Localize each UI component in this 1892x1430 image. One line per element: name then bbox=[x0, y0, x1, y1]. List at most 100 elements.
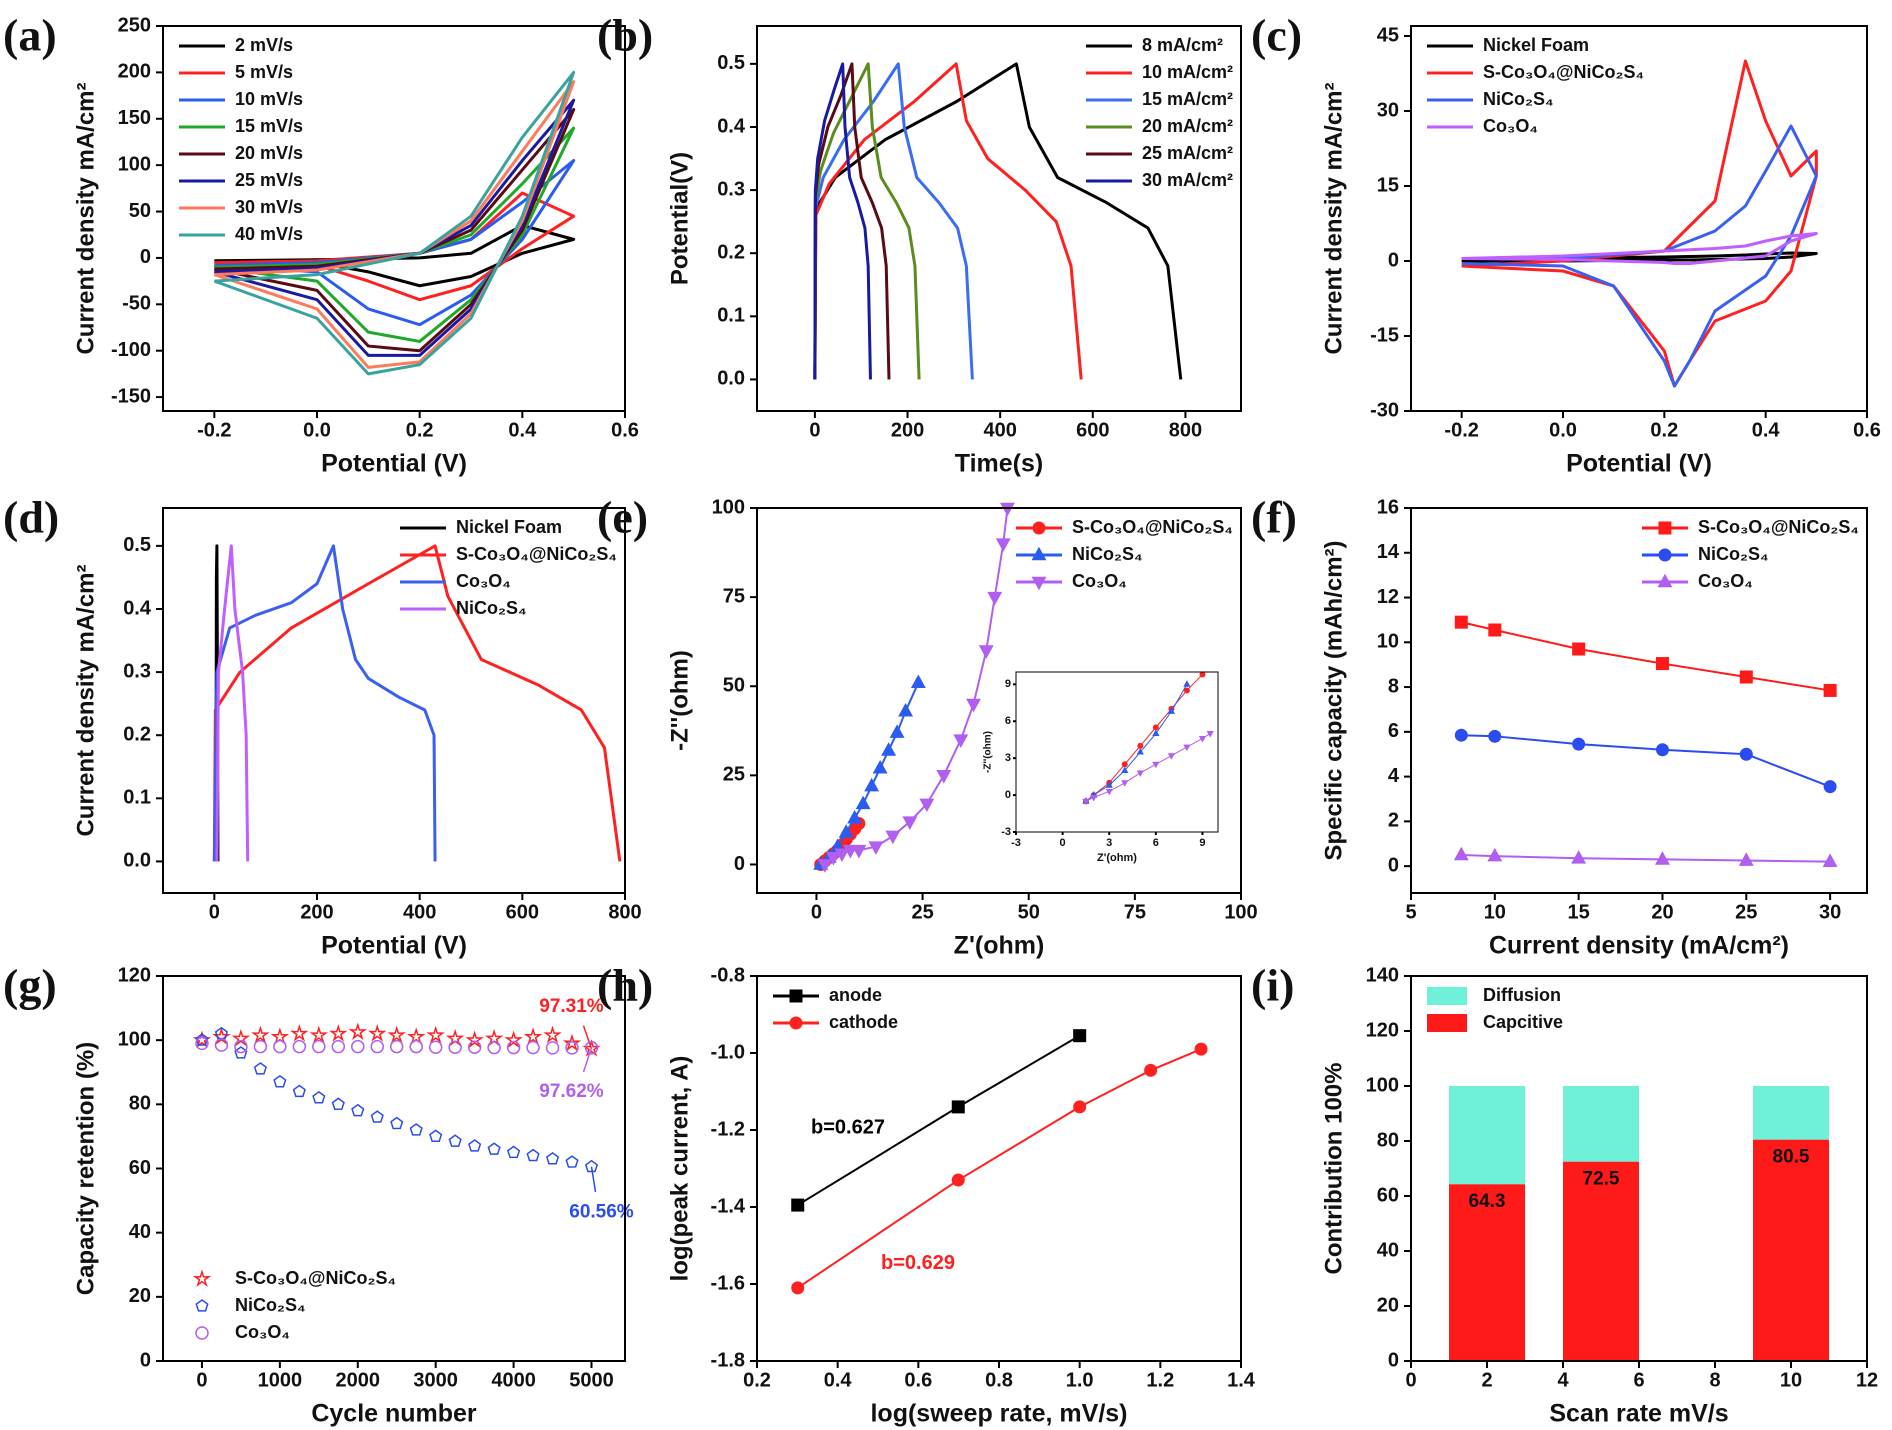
marker bbox=[902, 816, 918, 830]
y-tick-label: 75 bbox=[723, 585, 745, 607]
legend: Nickel Foam S-Co₃O₄@NiCo₂S₄ Co₃O₄ NiCo₂S₄ bbox=[399, 517, 617, 618]
y-tick-label: 15 bbox=[1377, 174, 1399, 196]
legend-label: Co₃O₄ bbox=[456, 571, 511, 591]
x-tick-label: 0.8 bbox=[985, 1369, 1013, 1391]
legend-label: Co₃O₄ bbox=[1072, 571, 1127, 591]
marker bbox=[1152, 724, 1159, 731]
legend-label: Co₃O₄ bbox=[1698, 571, 1753, 591]
marker bbox=[1082, 798, 1090, 806]
x-tick-label: 20 bbox=[1651, 901, 1673, 923]
legend-label: Co₃O₄ bbox=[235, 1322, 290, 1342]
bar-segment bbox=[1563, 1086, 1639, 1162]
legend: 2 mV/s 5 mV/s 10 mV/s 15 mV/s 20 mV/s 25 mV/s… bbox=[179, 35, 303, 244]
y-tick-label: -50 bbox=[122, 293, 151, 315]
legend-label: 15 mV/s bbox=[235, 116, 303, 136]
marker bbox=[864, 777, 880, 792]
marker bbox=[1739, 670, 1753, 684]
x-axis-label: Potential (V) bbox=[321, 932, 467, 960]
marker bbox=[1194, 1042, 1208, 1056]
x-tick-label: 1.2 bbox=[1146, 1369, 1174, 1391]
y-axis-label: Capacity retention (%) bbox=[72, 1042, 99, 1295]
marker bbox=[329, 1024, 348, 1042]
marker bbox=[1152, 761, 1160, 769]
x-tick-label: 200 bbox=[300, 901, 333, 923]
legend-label: anode bbox=[829, 985, 882, 1005]
series-line bbox=[813, 62, 921, 380]
y-tick-label: 40 bbox=[1377, 1239, 1399, 1261]
marker bbox=[504, 1030, 523, 1049]
series-line bbox=[1461, 59, 1818, 388]
marker bbox=[387, 1025, 406, 1044]
x-tick-label: 0.6 bbox=[1853, 419, 1881, 441]
x-tick-label: 200 bbox=[891, 419, 924, 441]
panel-label: (i) bbox=[1251, 960, 1294, 1011]
marker bbox=[195, 1326, 209, 1340]
x-tick-label: 400 bbox=[983, 419, 1016, 441]
x-tick-label: 0 bbox=[811, 901, 822, 923]
y-tick-label: 0.5 bbox=[123, 534, 151, 556]
y-tick-label: 80 bbox=[1377, 1129, 1399, 1151]
marker bbox=[966, 698, 981, 713]
legend: anode cathode bbox=[773, 985, 898, 1032]
marker bbox=[409, 1039, 423, 1054]
data bbox=[213, 70, 576, 376]
y-tick-label: 0 bbox=[1388, 1349, 1399, 1371]
marker bbox=[195, 1033, 209, 1046]
marker bbox=[1655, 851, 1670, 865]
x-tick-label: 100 bbox=[1224, 901, 1257, 923]
marker bbox=[1090, 795, 1098, 802]
x-tick-label: 0.2 bbox=[406, 419, 434, 441]
axes-frame bbox=[162, 25, 626, 412]
data-label: 64.3 bbox=[1469, 1191, 1506, 1212]
marker bbox=[506, 1040, 521, 1055]
marker bbox=[545, 1151, 560, 1165]
marker bbox=[825, 852, 841, 866]
x-tick-label: 15 bbox=[1568, 901, 1590, 923]
x-tick-label: 2000 bbox=[336, 1369, 381, 1391]
legend-label: 10 mV/s bbox=[235, 89, 303, 109]
y-tick-label: 0.4 bbox=[717, 115, 746, 137]
series-line bbox=[215, 544, 250, 862]
data: 64.3 72.5 80.5 bbox=[1449, 1086, 1829, 1361]
x-axis-label: Time(s) bbox=[955, 450, 1043, 478]
marker bbox=[1121, 780, 1129, 787]
y-tick-label: 0.0 bbox=[123, 850, 151, 872]
axes-frame bbox=[162, 507, 626, 894]
x-tick-label: 75 bbox=[1124, 901, 1146, 923]
annotation-arrow bbox=[590, 1166, 597, 1193]
legend-label: S-Co₃O₄@NiCo₂S₄ bbox=[1072, 517, 1233, 537]
panel-label: (e) bbox=[597, 492, 648, 543]
bar-segment bbox=[1449, 1086, 1525, 1185]
x-tick-label: 0.4 bbox=[1752, 419, 1781, 441]
marker bbox=[290, 1024, 309, 1042]
x-tick-label: -3 bbox=[1011, 837, 1021, 849]
y-tick-label: 20 bbox=[1377, 1294, 1399, 1316]
marker bbox=[1183, 680, 1191, 687]
value-label: 60.56% bbox=[569, 1202, 634, 1223]
marker bbox=[987, 591, 1003, 606]
marker bbox=[428, 1040, 443, 1054]
y-tick-label: 0.5 bbox=[717, 52, 745, 74]
x-axis-label: Cycle number bbox=[311, 1400, 477, 1428]
y-axis-label: Specific capacity (mAh/cm²) bbox=[1320, 540, 1347, 860]
marker bbox=[936, 770, 952, 784]
marker bbox=[817, 859, 833, 873]
data-label: 80.5 bbox=[1773, 1147, 1810, 1168]
panel: -0.2 0.0 0.2 0.4 0.6 -150 -100 -50 0 50 100 150 200 2… bbox=[3, 10, 639, 478]
panel: 0 1000 2000 3000 4000 5000 0 20 40 60 80 100 120 Cycl… bbox=[3, 960, 634, 1428]
marker bbox=[406, 1027, 426, 1045]
y-tick-label: 100 bbox=[712, 496, 745, 518]
legend-label: Nickel Foam bbox=[1483, 35, 1589, 55]
plot-frame bbox=[1411, 26, 1867, 411]
x-axis-label: Current density (mA/cm²) bbox=[1489, 932, 1789, 960]
marker bbox=[789, 989, 803, 1003]
x-tick-label: 0.0 bbox=[1549, 419, 1577, 441]
marker bbox=[1488, 623, 1502, 637]
x-tick-label: 400 bbox=[403, 901, 436, 923]
axes-frame bbox=[1410, 507, 1868, 894]
legend-label: Nickel Foam bbox=[456, 517, 562, 537]
panel: -0.2 0.0 0.2 0.4 0.6 -30 -15 0 15 30 45 Potential (… bbox=[1251, 10, 1881, 478]
marker bbox=[1206, 731, 1214, 738]
marker bbox=[789, 1016, 803, 1030]
marker bbox=[898, 702, 914, 717]
